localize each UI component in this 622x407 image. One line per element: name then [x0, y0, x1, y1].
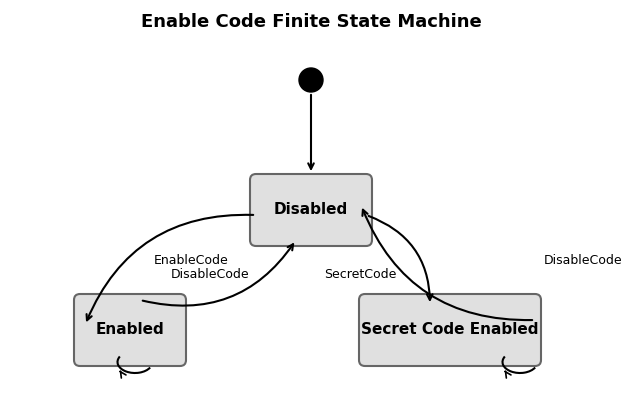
Text: Enable Code Finite State Machine: Enable Code Finite State Machine — [141, 13, 481, 31]
Text: Secret Code Enabled: Secret Code Enabled — [361, 322, 539, 337]
Text: SecretCode: SecretCode — [324, 269, 397, 282]
Text: Enabled: Enabled — [96, 322, 164, 337]
FancyBboxPatch shape — [74, 294, 186, 366]
Text: DisableCode: DisableCode — [171, 269, 250, 282]
FancyBboxPatch shape — [250, 174, 372, 246]
Circle shape — [299, 68, 323, 92]
Text: DisableCode: DisableCode — [544, 254, 622, 267]
Text: EnableCode: EnableCode — [154, 254, 228, 267]
Text: Disabled: Disabled — [274, 203, 348, 217]
FancyBboxPatch shape — [359, 294, 541, 366]
